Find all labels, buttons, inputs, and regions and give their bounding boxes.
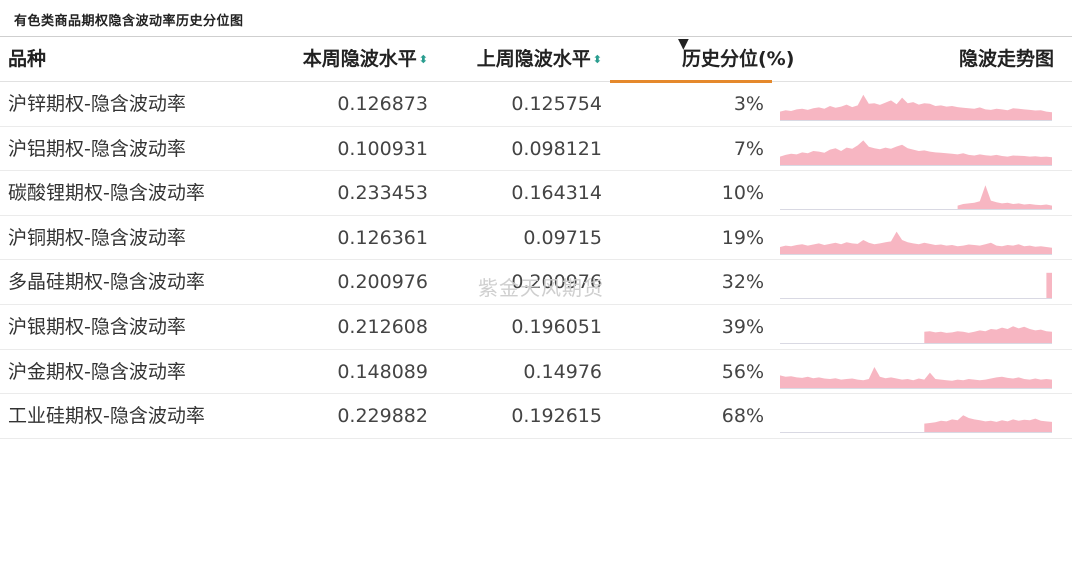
sparkline-area [780, 231, 1052, 254]
row-percentile: 7% [733, 137, 764, 160]
row-percentile: 39% [721, 315, 764, 338]
volatility-table: 品种 本周隐波水平 ⬍ 上周隐波水平 ⬍ 历史分位(%) ▼ 隐波走势图 沪锌期权-隐… [0, 36, 1072, 439]
row-name: 工业硅期权-隐含波动率 [8, 405, 205, 428]
sparkline-area [1046, 273, 1052, 299]
sparkline-area [924, 415, 1052, 433]
row-name: 碳酸锂期权-隐含波动率 [8, 182, 205, 205]
header-name: 品种 [8, 48, 47, 70]
table-row[interactable]: 沪金期权-隐含波动率 0.148089 0.14976 56% [0, 350, 1072, 395]
row-name: 沪锌期权-隐含波动率 [8, 93, 186, 115]
row-percentile: 19% [721, 226, 764, 249]
sparkline-area [780, 366, 1052, 388]
table-row[interactable]: 沪银期权-隐含波动率 0.212608 0.196051 39% [0, 305, 1072, 350]
row-name: 沪金期权-隐含波动率 [8, 360, 186, 383]
row-this-week: 0.229882 [337, 405, 428, 428]
row-last-week: 0.196051 [511, 315, 602, 338]
header-last-week-label: 上周隐波水平 [476, 48, 591, 70]
row-name: 沪银期权-隐含波动率 [8, 315, 186, 338]
sparkline-area [780, 94, 1052, 120]
row-last-week: 0.09715 [523, 226, 602, 249]
row-last-week: 0.125754 [511, 93, 602, 115]
table-row[interactable]: 沪锌期权-隐含波动率 0.126873 0.125754 3% [0, 82, 1072, 127]
header-this-week-label: 本周隐波水平 [302, 48, 417, 70]
row-percentile: 32% [721, 271, 764, 294]
row-name: 多晶硅期权-隐含波动率 [8, 271, 205, 294]
sparkline [780, 415, 1052, 434]
row-last-week: 0.098121 [511, 137, 602, 160]
row-percentile: 68% [721, 405, 764, 428]
table-header: 品种 本周隐波水平 ⬍ 上周隐波水平 ⬍ 历史分位(%) ▼ 隐波走势图 [0, 36, 1072, 83]
header-last-week[interactable]: 上周隐波水平 ⬍ [477, 37, 602, 82]
row-this-week: 0.100931 [337, 137, 428, 160]
row-last-week: 0.164314 [511, 182, 602, 205]
sort-descending-icon[interactable]: ▼ [678, 36, 689, 52]
table-row[interactable]: 碳酸锂期权-隐含波动率 0.233453 0.164314 10% [0, 171, 1072, 216]
header-percentile[interactable]: 历史分位(%) ▼ [610, 36, 794, 83]
sparkline [780, 94, 1052, 121]
sparkline [780, 139, 1052, 166]
row-last-week: 0.14976 [523, 360, 602, 383]
header-trend: 隐波走势图 [958, 48, 1054, 70]
row-percentile: 56% [721, 360, 764, 383]
row-this-week: 0.233453 [337, 182, 428, 205]
sort-icon[interactable]: ⬍ [418, 53, 428, 66]
header-this-week[interactable]: 本周隐波水平 ⬍ [303, 37, 428, 82]
sparkline-area [957, 185, 1052, 210]
sparkline [780, 231, 1052, 255]
table-row[interactable]: 沪铝期权-隐含波动率 0.100931 0.098121 7% [0, 127, 1072, 172]
table-row[interactable]: 沪铜期权-隐含波动率 0.126361 0.09715 19% [0, 216, 1072, 261]
header-percentile-label: 历史分位(%) [682, 48, 795, 70]
row-last-week: 0.192615 [511, 405, 602, 428]
sparkline-area [780, 139, 1052, 165]
chart-caption: 有色类商品期权隐含波动率历史分位图 [14, 14, 244, 29]
row-name: 沪铜期权-隐含波动率 [8, 226, 186, 249]
row-this-week: 0.200976 [337, 271, 428, 294]
sparkline [780, 326, 1052, 344]
row-this-week: 0.212608 [337, 315, 428, 338]
table-row[interactable]: 多晶硅期权-隐含波动率 0.200976 0.200976 32% [0, 260, 1072, 305]
row-percentile: 10% [721, 182, 764, 205]
sparkline-area [924, 326, 1052, 343]
table-row[interactable]: 工业硅期权-隐含波动率 0.229882 0.192615 68% [0, 394, 1072, 439]
row-this-week: 0.148089 [337, 360, 428, 383]
row-percentile: 3% [733, 93, 764, 115]
row-this-week: 0.126361 [337, 226, 428, 249]
sparkline [780, 185, 1052, 211]
sort-icon[interactable]: ⬍ [592, 53, 602, 66]
table-body: 沪锌期权-隐含波动率 0.126873 0.125754 3% 沪铝期权-隐含波动率 0.… [0, 82, 1072, 439]
row-name: 沪铝期权-隐含波动率 [8, 137, 186, 160]
sparkline [780, 366, 1052, 389]
sparkline [780, 273, 1052, 300]
row-this-week: 0.126873 [337, 93, 428, 115]
row-last-week: 0.200976 [511, 271, 602, 294]
